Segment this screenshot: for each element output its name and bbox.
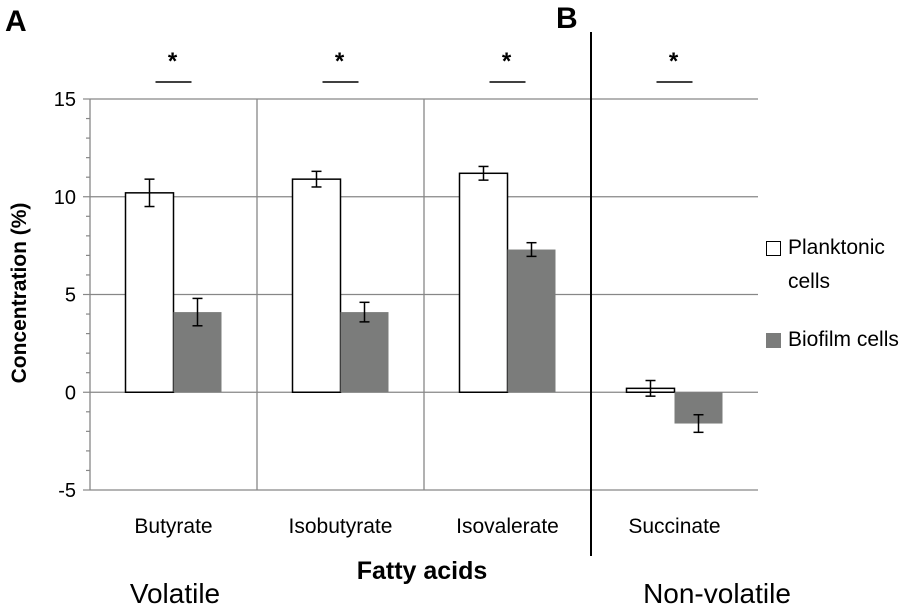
legend-label-biofilm: Biofilm cells xyxy=(788,328,899,351)
error-bar-biofilm-isobutyrate xyxy=(359,301,370,323)
group-label-volatile: Volatile xyxy=(130,578,220,609)
y-tick-label: 15 xyxy=(54,89,76,111)
legend-label-planktonic: Planktonic cells xyxy=(788,236,885,293)
significance-asterisk: * xyxy=(502,48,512,75)
y-axis xyxy=(83,98,91,491)
panel-label-a: A xyxy=(5,5,27,38)
error-bar-biofilm-butyrate xyxy=(192,297,203,327)
y-tick-label: 0 xyxy=(65,382,76,404)
x-tick-label: Isovalerate xyxy=(456,515,559,538)
x-tick-label: Isobutyrate xyxy=(289,515,393,538)
significance-asterisk: * xyxy=(335,48,345,75)
y-tick-labels: 15 10 5 0 -5 xyxy=(54,89,76,502)
bars xyxy=(124,172,723,424)
error-bar-biofilm-isovalerate xyxy=(526,241,537,258)
error-bar-biofilm-succinate xyxy=(693,413,704,434)
bar-planktonic-butyrate xyxy=(124,192,175,393)
significance-asterisk: * xyxy=(669,48,679,75)
x-axis-label: Fatty acids xyxy=(357,557,488,585)
error-bar-planktonic-isobutyrate xyxy=(311,170,322,188)
bar-biofilm-isobutyrate xyxy=(340,312,389,393)
error-bar-planktonic-succinate xyxy=(645,379,656,397)
x-tick-labels: Butyrate Isobutyrate Isovalerate Succinate xyxy=(134,515,720,538)
y-tick-label: -5 xyxy=(58,480,76,502)
x-tick-label: Butyrate xyxy=(134,515,212,538)
category-separators xyxy=(256,32,592,556)
significance-markers: * * * * xyxy=(155,48,693,83)
x-tick-label: Succinate xyxy=(628,515,720,538)
y-tick-label: 5 xyxy=(65,285,76,307)
bar-planktonic-isobutyrate xyxy=(291,178,342,393)
group-label-non-volatile: Non-volatile xyxy=(643,578,791,609)
error-bar-planktonic-isovalerate xyxy=(478,165,489,181)
y-tick-label: 10 xyxy=(54,187,76,209)
error-bars xyxy=(144,165,704,434)
panel-label-b: B xyxy=(556,2,578,35)
error-bar-planktonic-butyrate xyxy=(144,178,155,208)
legend-swatch-biofilm xyxy=(766,333,781,348)
legend-swatch-planktonic xyxy=(766,241,781,256)
bar-planktonic-isovalerate xyxy=(458,172,509,393)
significance-asterisk: * xyxy=(168,48,178,75)
y-axis-label: Concentration (%) xyxy=(8,203,31,384)
bar-biofilm-isovalerate xyxy=(507,249,556,393)
